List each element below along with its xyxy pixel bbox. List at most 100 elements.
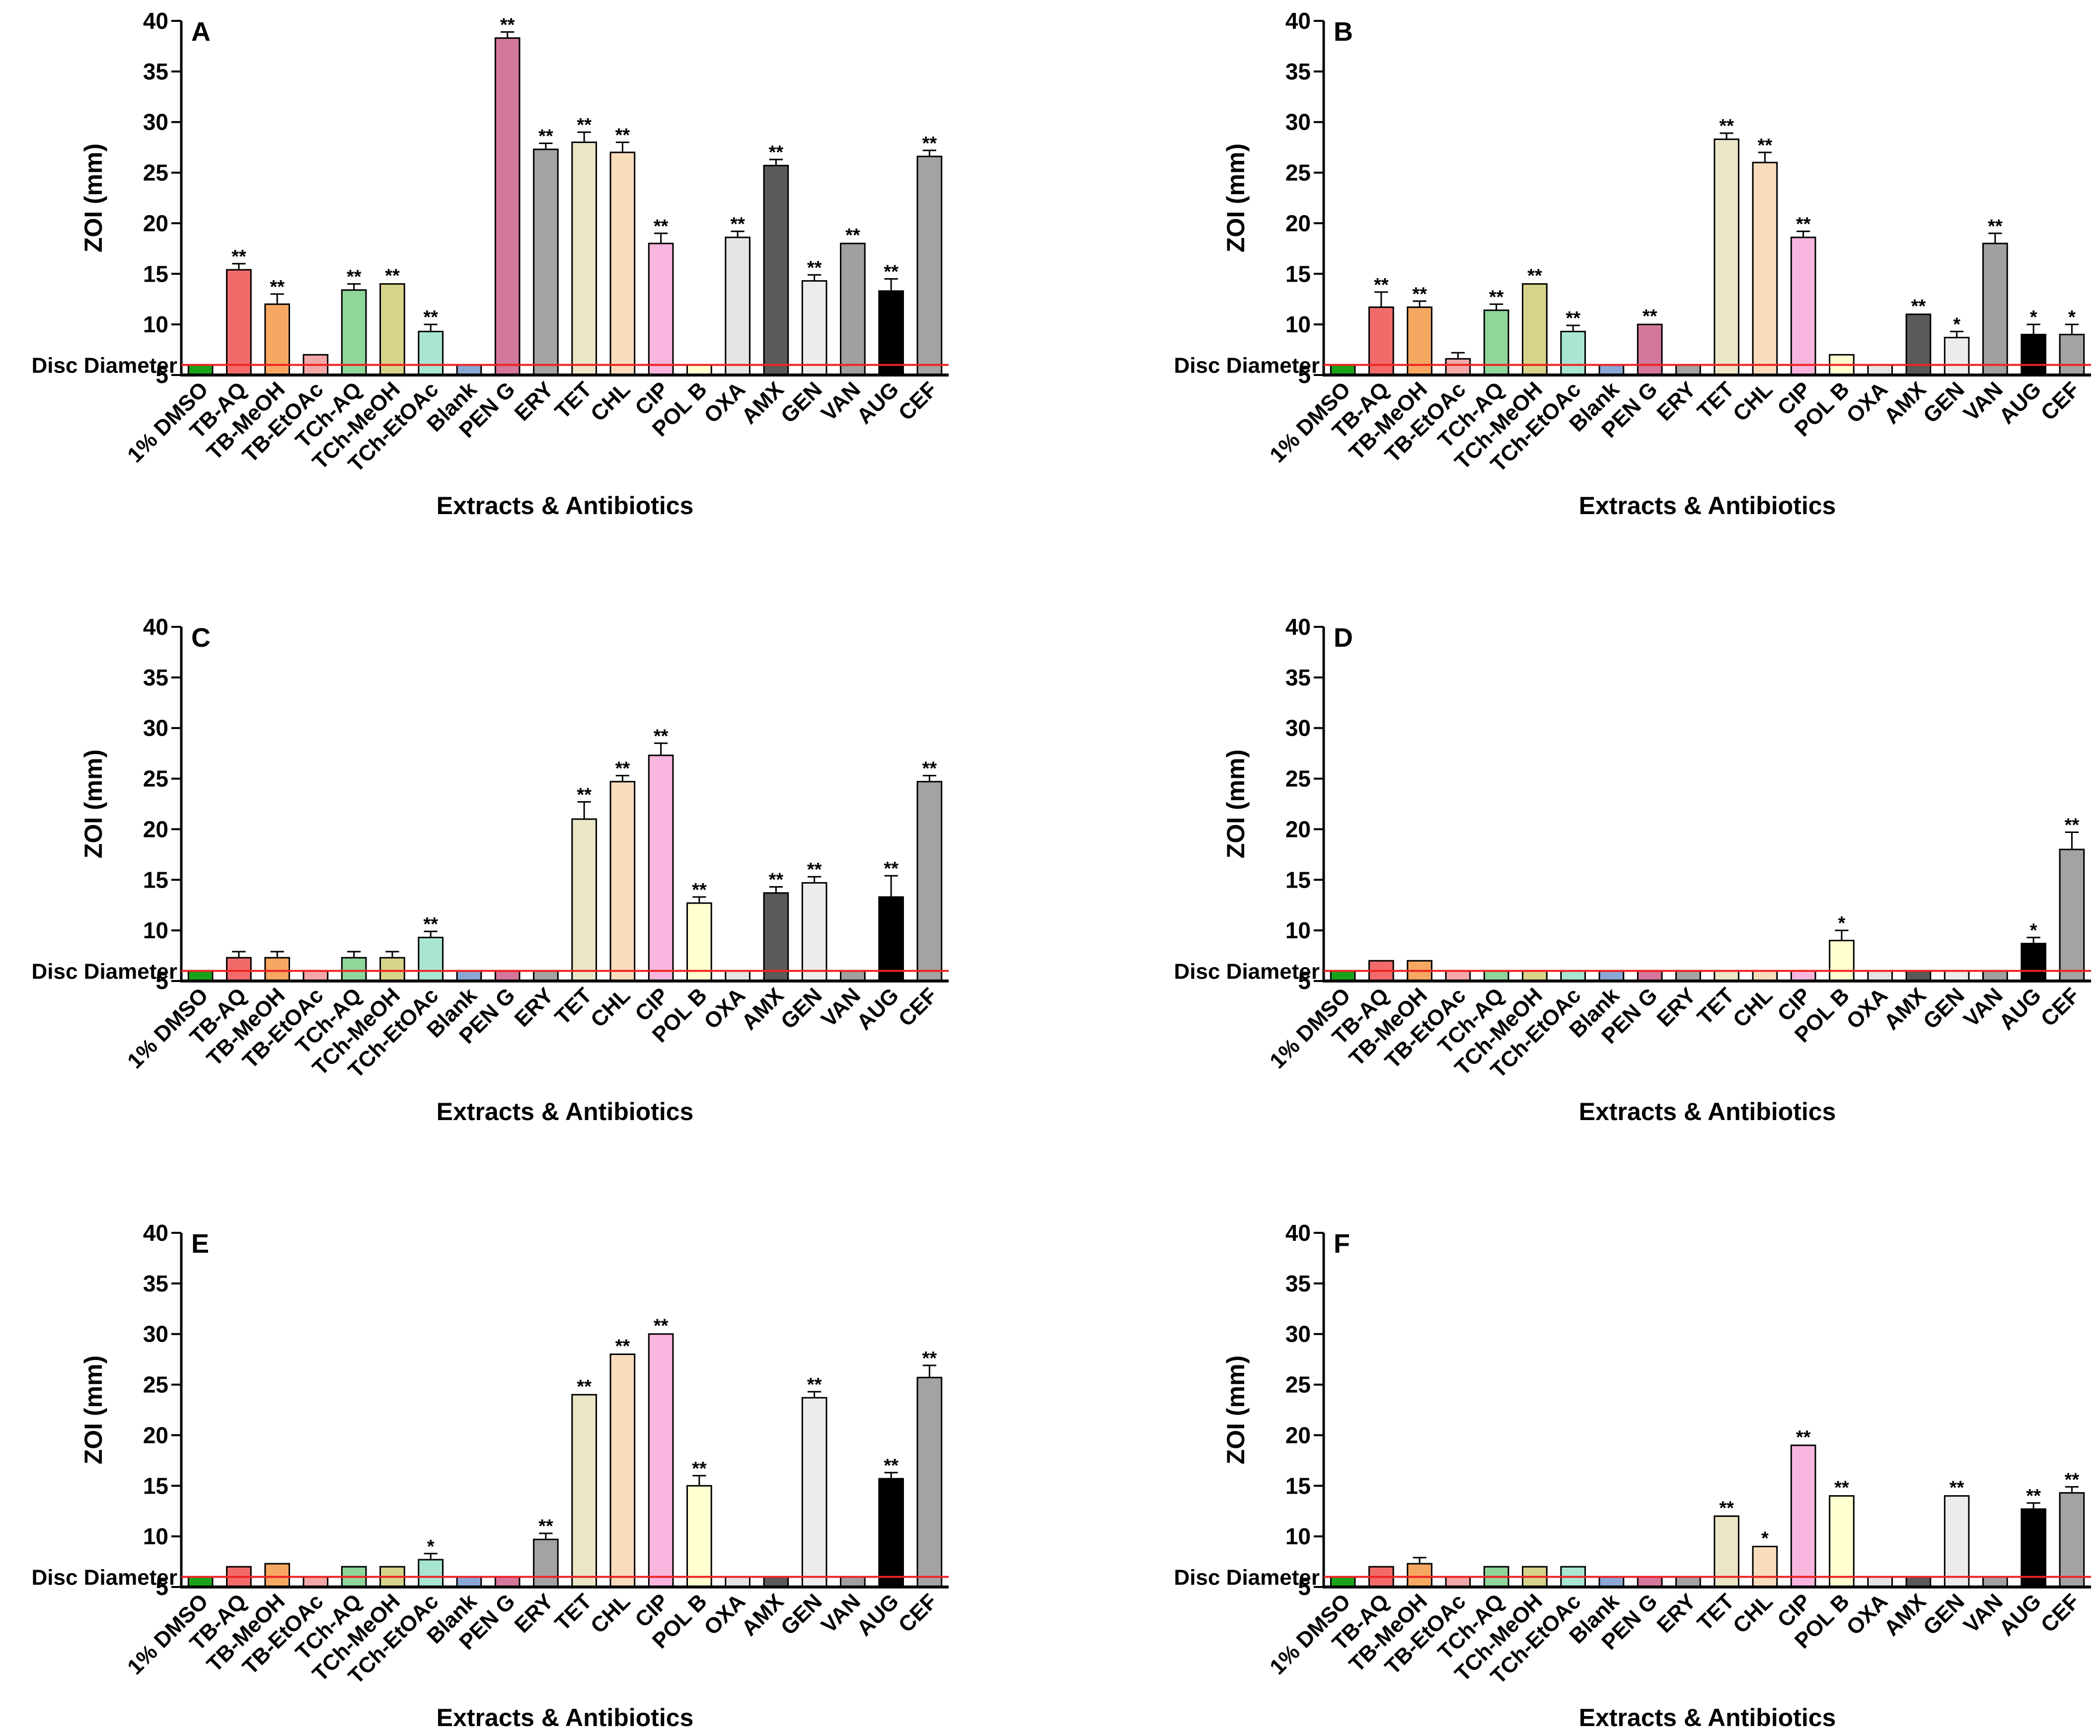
bar xyxy=(456,364,482,376)
y-axis-title: ZOI (mm) xyxy=(1222,144,1250,252)
bar xyxy=(801,280,827,376)
y-tick-label: 20 xyxy=(143,816,168,842)
bar xyxy=(648,242,674,376)
significance-label: * xyxy=(1953,314,1960,335)
y-tick-label: 25 xyxy=(143,160,168,186)
bar xyxy=(1330,1576,1356,1588)
bar xyxy=(494,37,521,376)
bar xyxy=(2059,1492,2085,1588)
significance-label: * xyxy=(2030,307,2037,328)
significance-label: ** xyxy=(884,858,899,879)
bar xyxy=(187,970,214,982)
significance-label: * xyxy=(2030,920,2037,941)
significance-label: ** xyxy=(423,914,438,935)
bar xyxy=(1637,323,1663,376)
bar xyxy=(1829,1495,1855,1588)
bar xyxy=(1368,306,1394,376)
x-axis-title: Extracts & Antibiotics xyxy=(437,1098,694,1126)
y-tick-label: 30 xyxy=(143,109,168,135)
y-axis-title: ZOI (mm) xyxy=(1222,1356,1250,1464)
significance-label: ** xyxy=(654,1316,669,1337)
bar xyxy=(1445,970,1471,982)
significance-label: ** xyxy=(692,1458,707,1479)
bar xyxy=(418,330,444,376)
bar xyxy=(418,936,444,982)
y-tick-label: 35 xyxy=(1285,665,1311,690)
significance-label: ** xyxy=(730,214,745,235)
bar xyxy=(1598,970,1625,982)
significance-label: * xyxy=(427,1536,435,1557)
bar xyxy=(1522,283,1548,376)
disc-diameter-label: Disc Diameter xyxy=(32,354,177,378)
bar xyxy=(1944,970,1970,982)
y-tick-label: 20 xyxy=(143,1422,168,1448)
y-tick-label: 30 xyxy=(1285,715,1311,741)
bar xyxy=(571,141,597,376)
y-tick-label: 30 xyxy=(1285,1321,1311,1347)
y-tick-label: 15 xyxy=(143,261,168,287)
y-tick-label: 30 xyxy=(143,1321,168,1347)
disc-diameter-label: Disc Diameter xyxy=(32,1566,177,1590)
y-tick-label: 20 xyxy=(143,210,168,236)
bar xyxy=(1483,970,1509,982)
bar xyxy=(1790,236,1816,376)
bar xyxy=(571,818,597,982)
bar xyxy=(686,1485,712,1588)
significance-label: ** xyxy=(884,261,899,282)
significance-label: ** xyxy=(1489,287,1504,307)
significance-label: ** xyxy=(1719,116,1734,137)
bar xyxy=(1752,161,1778,376)
bar xyxy=(187,364,214,376)
significance-label: ** xyxy=(500,14,515,35)
bar xyxy=(686,902,712,982)
bar xyxy=(226,957,252,982)
y-axis-title: ZOI (mm) xyxy=(1222,750,1250,858)
bar xyxy=(878,1478,904,1588)
bar xyxy=(1867,970,1893,982)
significance-label: ** xyxy=(538,1516,553,1537)
significance-label: ** xyxy=(1834,1478,1849,1499)
bar xyxy=(916,155,943,376)
significance-label: ** xyxy=(769,870,784,891)
bar xyxy=(1330,364,1356,376)
significance-label: ** xyxy=(1643,306,1657,327)
bar xyxy=(1982,970,2008,982)
y-tick-label: 35 xyxy=(143,665,168,690)
y-tick-label: 5 xyxy=(1298,968,1311,994)
bar xyxy=(763,164,789,376)
bar xyxy=(1867,1576,1893,1588)
bar xyxy=(1867,364,1893,376)
bar xyxy=(302,970,329,982)
bar xyxy=(187,1576,214,1588)
y-axis-title: ZOI (mm) xyxy=(79,750,107,858)
bar xyxy=(264,1563,290,1588)
panel-letter: C xyxy=(191,623,211,653)
y-tick-label: 10 xyxy=(143,917,168,943)
y-tick-label: 15 xyxy=(1285,1473,1311,1499)
panel-letter: E xyxy=(191,1229,209,1259)
significance-label: ** xyxy=(1950,1478,1964,1499)
bar xyxy=(1598,1576,1625,1588)
y-tick-label: 40 xyxy=(143,614,168,640)
panel-letter: D xyxy=(1334,623,1353,653)
y-tick-label: 30 xyxy=(1285,109,1311,135)
y-tick-label: 35 xyxy=(143,1271,168,1296)
bar xyxy=(801,882,827,982)
significance-label: ** xyxy=(2065,1469,2080,1490)
significance-label: ** xyxy=(2026,1486,2041,1507)
x-axis-title: Extracts & Antibiotics xyxy=(1579,1704,1836,1732)
significance-label: ** xyxy=(922,1348,937,1369)
y-tick-label: 15 xyxy=(143,867,168,893)
bar xyxy=(1445,358,1471,376)
significance-label: ** xyxy=(1719,1498,1734,1518)
significance-label: ** xyxy=(1796,1427,1811,1448)
bar xyxy=(840,242,866,376)
significance-label: ** xyxy=(615,125,630,146)
bar xyxy=(2059,334,2085,376)
y-axis-title: ZOI (mm) xyxy=(79,144,107,252)
y-tick-label: 25 xyxy=(1285,1372,1311,1398)
bar xyxy=(916,781,943,982)
bar xyxy=(609,781,636,982)
